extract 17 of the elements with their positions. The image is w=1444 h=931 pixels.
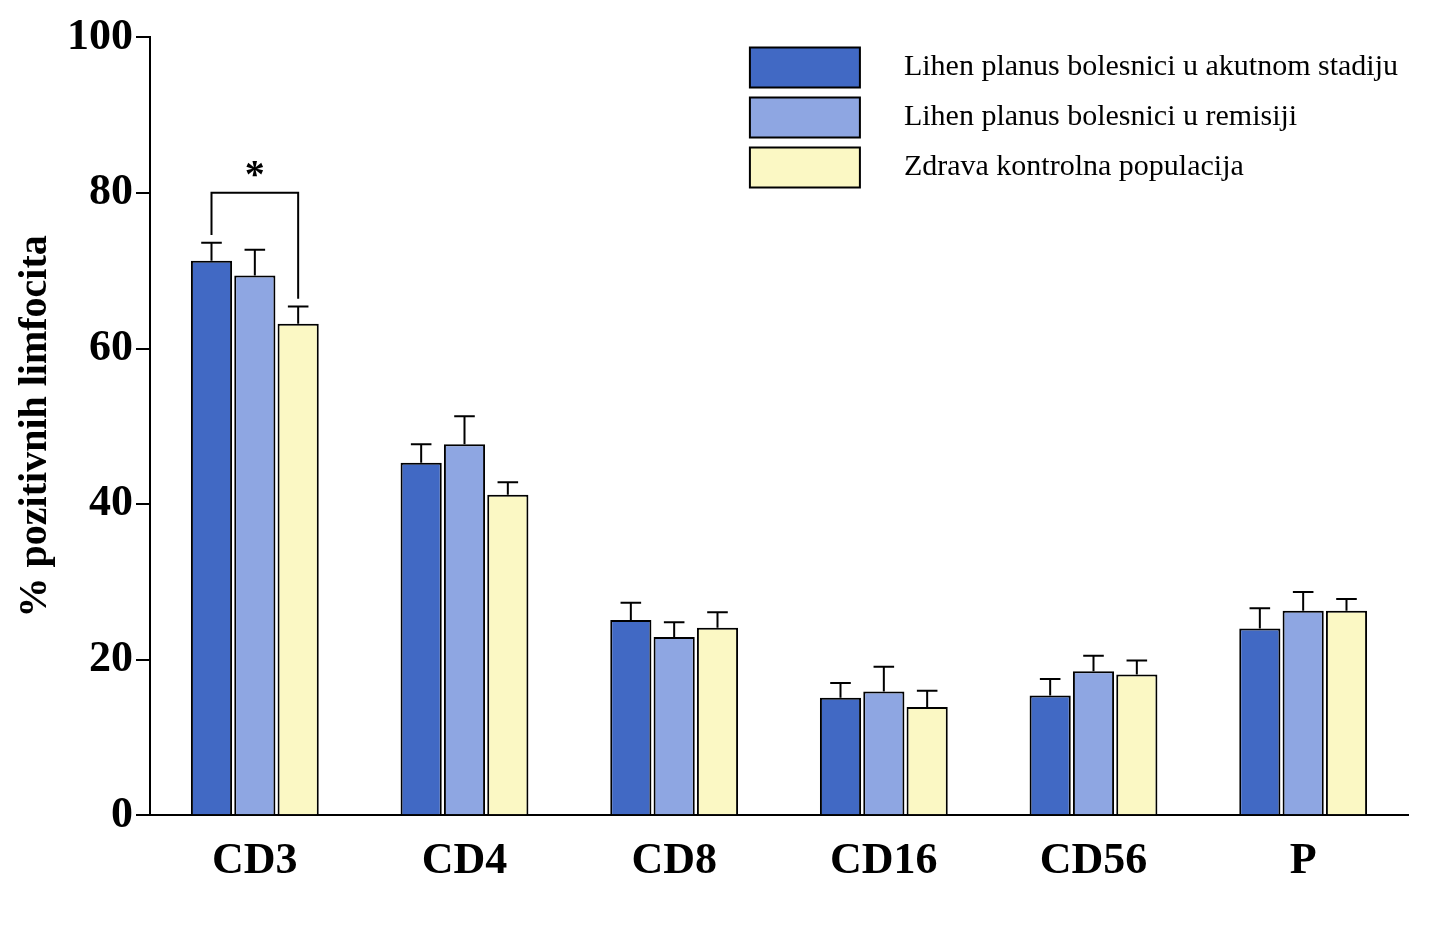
annotation: * bbox=[244, 150, 265, 196]
x-tick-label: CD3 bbox=[212, 833, 298, 883]
y-tick-label: 40 bbox=[89, 476, 133, 526]
x-tick-label: P bbox=[1289, 833, 1317, 883]
y-tick-label: 60 bbox=[89, 320, 133, 370]
legend-label: Lihen planus bolesnici u akutnom stadiju bbox=[903, 48, 1398, 82]
y-tick-label: 80 bbox=[89, 165, 133, 215]
legend-label: Lihen planus bolesnici u remisiji bbox=[903, 98, 1298, 132]
x-tick-label: CD4 bbox=[421, 833, 508, 883]
y-axis-title: % pozitivnih limfocita bbox=[10, 235, 56, 618]
x-tick-label: CD8 bbox=[631, 833, 717, 883]
x-tick-label: CD56 bbox=[1039, 833, 1148, 883]
y-tick-label: 20 bbox=[89, 632, 133, 681]
y-tick-label: 100 bbox=[67, 9, 133, 59]
x-tick-label: CD16 bbox=[830, 833, 938, 883]
legend-label: Zdrava kontrolna populacija bbox=[903, 148, 1244, 182]
y-tick-label: 0 bbox=[111, 787, 133, 837]
